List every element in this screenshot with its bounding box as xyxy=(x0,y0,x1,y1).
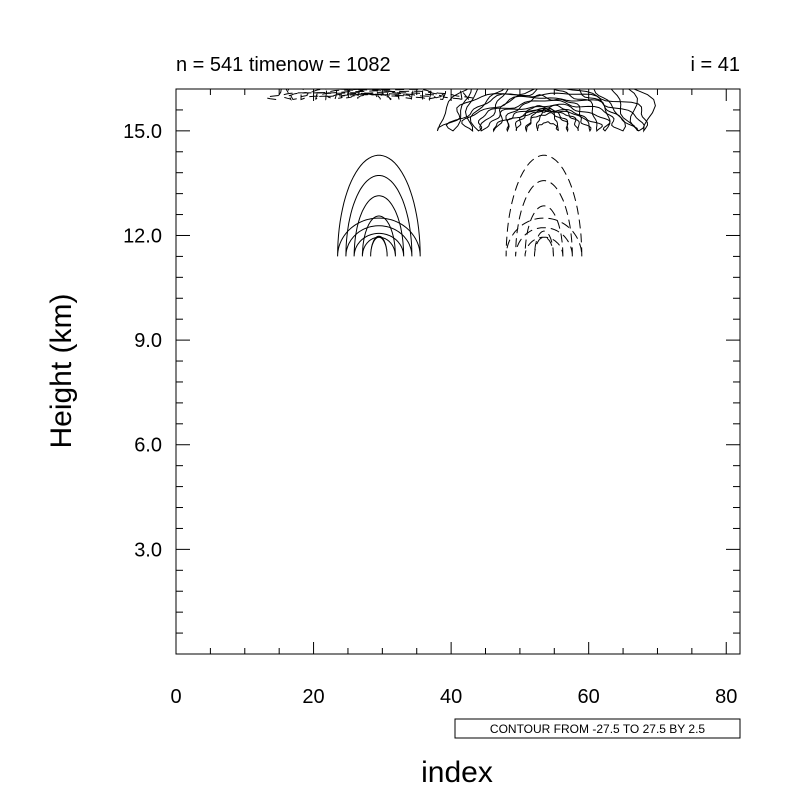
y-tick-label: 9.0 xyxy=(134,330,162,352)
y-axis-ticks: 3.0 6.0 9.0 12.0 15.0 xyxy=(123,121,740,561)
contour-negative xyxy=(314,89,426,101)
y-tick-label: 6.0 xyxy=(134,435,162,457)
y-tick-label: 15.0 xyxy=(123,121,162,143)
contour-negative xyxy=(300,89,437,102)
x-tick-label: 80 xyxy=(715,686,737,708)
plot-frame xyxy=(175,88,741,655)
contour-negative xyxy=(287,89,447,101)
contour-positive xyxy=(361,215,396,257)
contour-positive xyxy=(524,108,569,133)
contour-negative xyxy=(265,89,474,101)
minor-ticks xyxy=(176,89,740,654)
contour-info-box xyxy=(454,718,741,739)
contour-positive xyxy=(353,195,405,257)
contour-positive xyxy=(461,89,639,132)
y-tick-label: 12.0 xyxy=(123,225,162,247)
contour-info-label: CONTOUR FROM -27.5 TO 27.5 BY 2.5 xyxy=(490,722,706,736)
contour-negative xyxy=(325,89,414,101)
y-tick-label: 3.0 xyxy=(134,539,162,561)
contour-lines xyxy=(265,89,656,257)
x-tick-label: 0 xyxy=(170,686,181,708)
contour-positive xyxy=(492,89,603,133)
x-axis-ticks: 0 20 40 60 80 xyxy=(170,89,737,708)
contour-positive xyxy=(469,89,627,132)
x-tick-label: 60 xyxy=(578,686,600,708)
y-axis-title: Height (km) xyxy=(45,293,78,448)
contour-negative xyxy=(505,154,583,257)
contour-positive xyxy=(337,154,421,257)
contour-negative xyxy=(283,89,463,101)
contour-positive xyxy=(436,89,656,133)
contour-positive xyxy=(445,89,645,132)
x-axis-title: index xyxy=(421,756,493,789)
contour-positive xyxy=(370,235,388,257)
contour-positive xyxy=(345,175,413,257)
contour-positive xyxy=(479,89,611,132)
x-tick-label: 40 xyxy=(440,686,462,708)
contour-positive xyxy=(514,104,580,131)
contour-negative xyxy=(534,230,554,257)
header-left: n = 541 timenow = 1082 xyxy=(176,54,391,76)
contour-negative xyxy=(524,205,564,257)
header-right: i = 41 xyxy=(691,54,740,76)
x-tick-label: 20 xyxy=(302,686,324,708)
contour-positive xyxy=(505,94,592,133)
contour-negative xyxy=(515,180,573,257)
